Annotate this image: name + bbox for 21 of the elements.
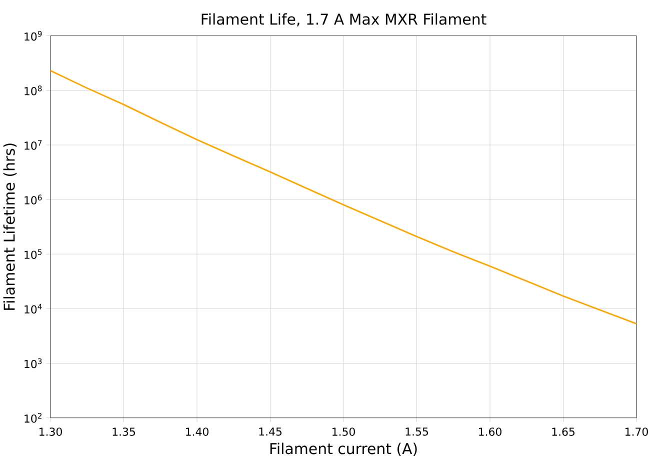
y-tick-label: 10$^{7}$ [24,140,42,150]
x-tick-label: 1.60 [479,428,502,436]
x-tick-label: 1.65 [552,428,574,436]
line-series [50,70,636,325]
x-tick-label: 1.30 [40,428,62,436]
x-tick-label: 1.55 [406,428,428,436]
y-tick-label: 10$^{8}$ [24,86,42,96]
y-tick-label: 10$^{5}$ [24,249,42,260]
x-tick-label: 1.45 [259,428,282,436]
chart-title: Filament Life, 1.7 A Max MXR Filament [202,13,486,27]
y-tick-label: 10$^{9}$ [24,31,42,41]
y-tick-label: 10$^{2}$ [24,413,42,423]
x-tick-label: 1.50 [332,428,355,436]
y-tick-label: 10$^{3}$ [24,358,42,368]
x-tick-label: 1.35 [112,428,135,436]
x-tick-label: 1.40 [186,428,208,436]
x-tick-label: 1.70 [626,428,648,436]
x-axis-title: Filament current (A) [270,442,417,456]
y-axis-title: Filament Lifetime (hrs) [3,144,17,310]
y-tick-label: 10$^{4}$ [24,304,42,314]
y-tick-label: 10$^{6}$ [24,194,42,205]
